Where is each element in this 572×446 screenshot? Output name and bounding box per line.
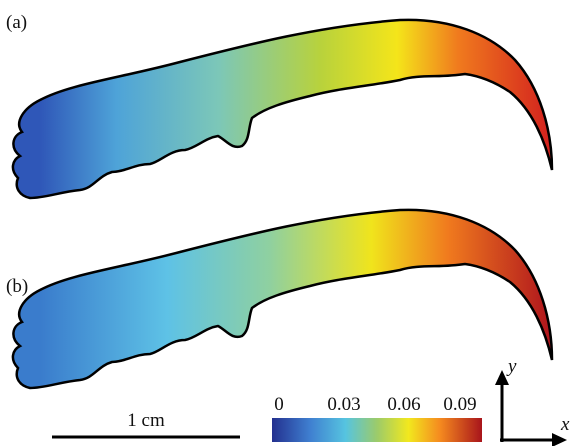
claw-a (13, 20, 552, 198)
x-axis-label: x (560, 414, 570, 435)
colorbar-tick: 0.06 (387, 394, 420, 415)
y-axis-label: y (506, 356, 517, 377)
panel-a: (a) (6, 12, 552, 198)
colorbar-tick: 0.09 (443, 394, 476, 415)
claw-b (13, 210, 552, 388)
panel-label: (b) (6, 276, 28, 297)
axes-arrows (495, 370, 567, 446)
panel-b (13, 210, 552, 388)
y-arrowhead (495, 370, 509, 385)
colorbar-tick: 0 (274, 394, 284, 415)
colorbar-tick: 0.03 (327, 394, 360, 415)
page: {"panels": [{"label": "(a)"}, {"label": … (0, 0, 572, 446)
scale-label: 1 cm (127, 410, 165, 431)
colorbar (272, 418, 482, 442)
panel-label: (a) (6, 12, 27, 33)
figure: (a) (b) 1 cm 0 0.03 0.06 0.09 y x (0, 0, 572, 446)
